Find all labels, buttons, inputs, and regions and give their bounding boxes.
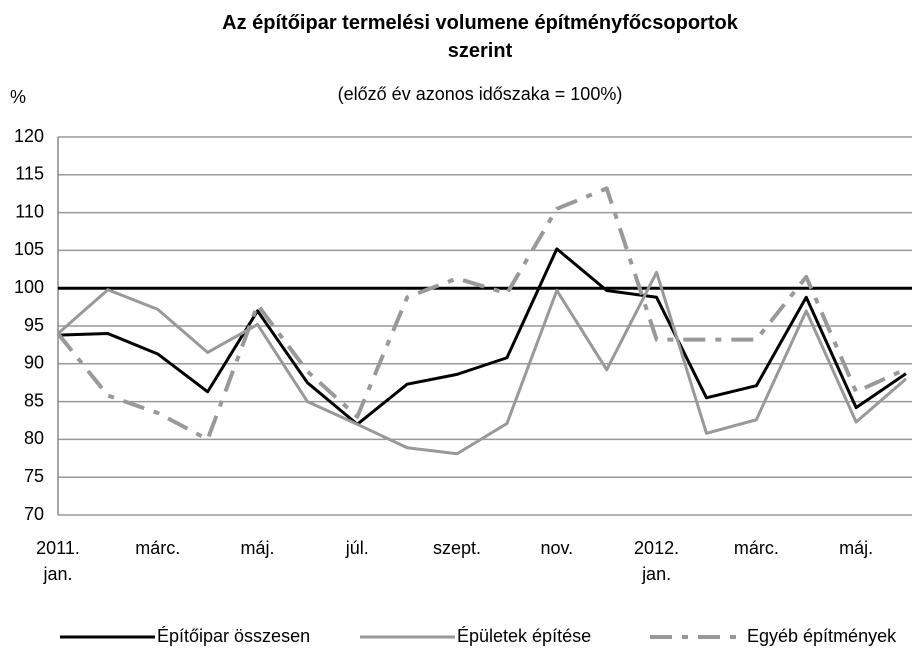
- legend-label: Épületek építése: [457, 626, 591, 646]
- x-tick-label: szept.: [433, 538, 482, 558]
- x-tick-label: máj.: [839, 538, 874, 558]
- x-tick-label: máj.: [240, 538, 275, 558]
- series-line: [56, 186, 907, 442]
- y-axis-label: %: [10, 87, 26, 107]
- y-tick-label: 115: [15, 164, 44, 184]
- x-tick-label: nov.: [540, 538, 574, 558]
- x-tick-label: 2011. jan.: [36, 538, 80, 584]
- y-tick-label: 70: [24, 504, 44, 524]
- chart-title: Az építőipar termelési volumene építmény…: [222, 12, 739, 62]
- y-tick-label: 105: [14, 239, 44, 259]
- y-tick-label: 85: [24, 390, 44, 410]
- chart-subtitle: (előző év azonos időszaka = 100%): [338, 84, 623, 104]
- x-tick-label: márc.: [135, 538, 181, 558]
- y-tick-label: 95: [24, 315, 44, 335]
- y-tick-label: 100: [14, 277, 44, 297]
- x-tick-label: júl.: [345, 538, 369, 558]
- y-tick-label: 120: [14, 126, 44, 146]
- series-line: [57, 247, 907, 426]
- y-tick-label: 90: [24, 353, 44, 373]
- y-tick-label: 75: [24, 466, 44, 486]
- series-line: [57, 270, 907, 456]
- legend-label: Egyéb építmények: [747, 626, 897, 646]
- x-tick-label: márc.: [733, 538, 779, 558]
- y-tick-label: 110: [15, 201, 44, 221]
- x-tick-label: 2012. jan.: [634, 538, 680, 584]
- y-tick-label: 80: [24, 428, 44, 448]
- legend-label: Építőipar összesen: [157, 626, 310, 646]
